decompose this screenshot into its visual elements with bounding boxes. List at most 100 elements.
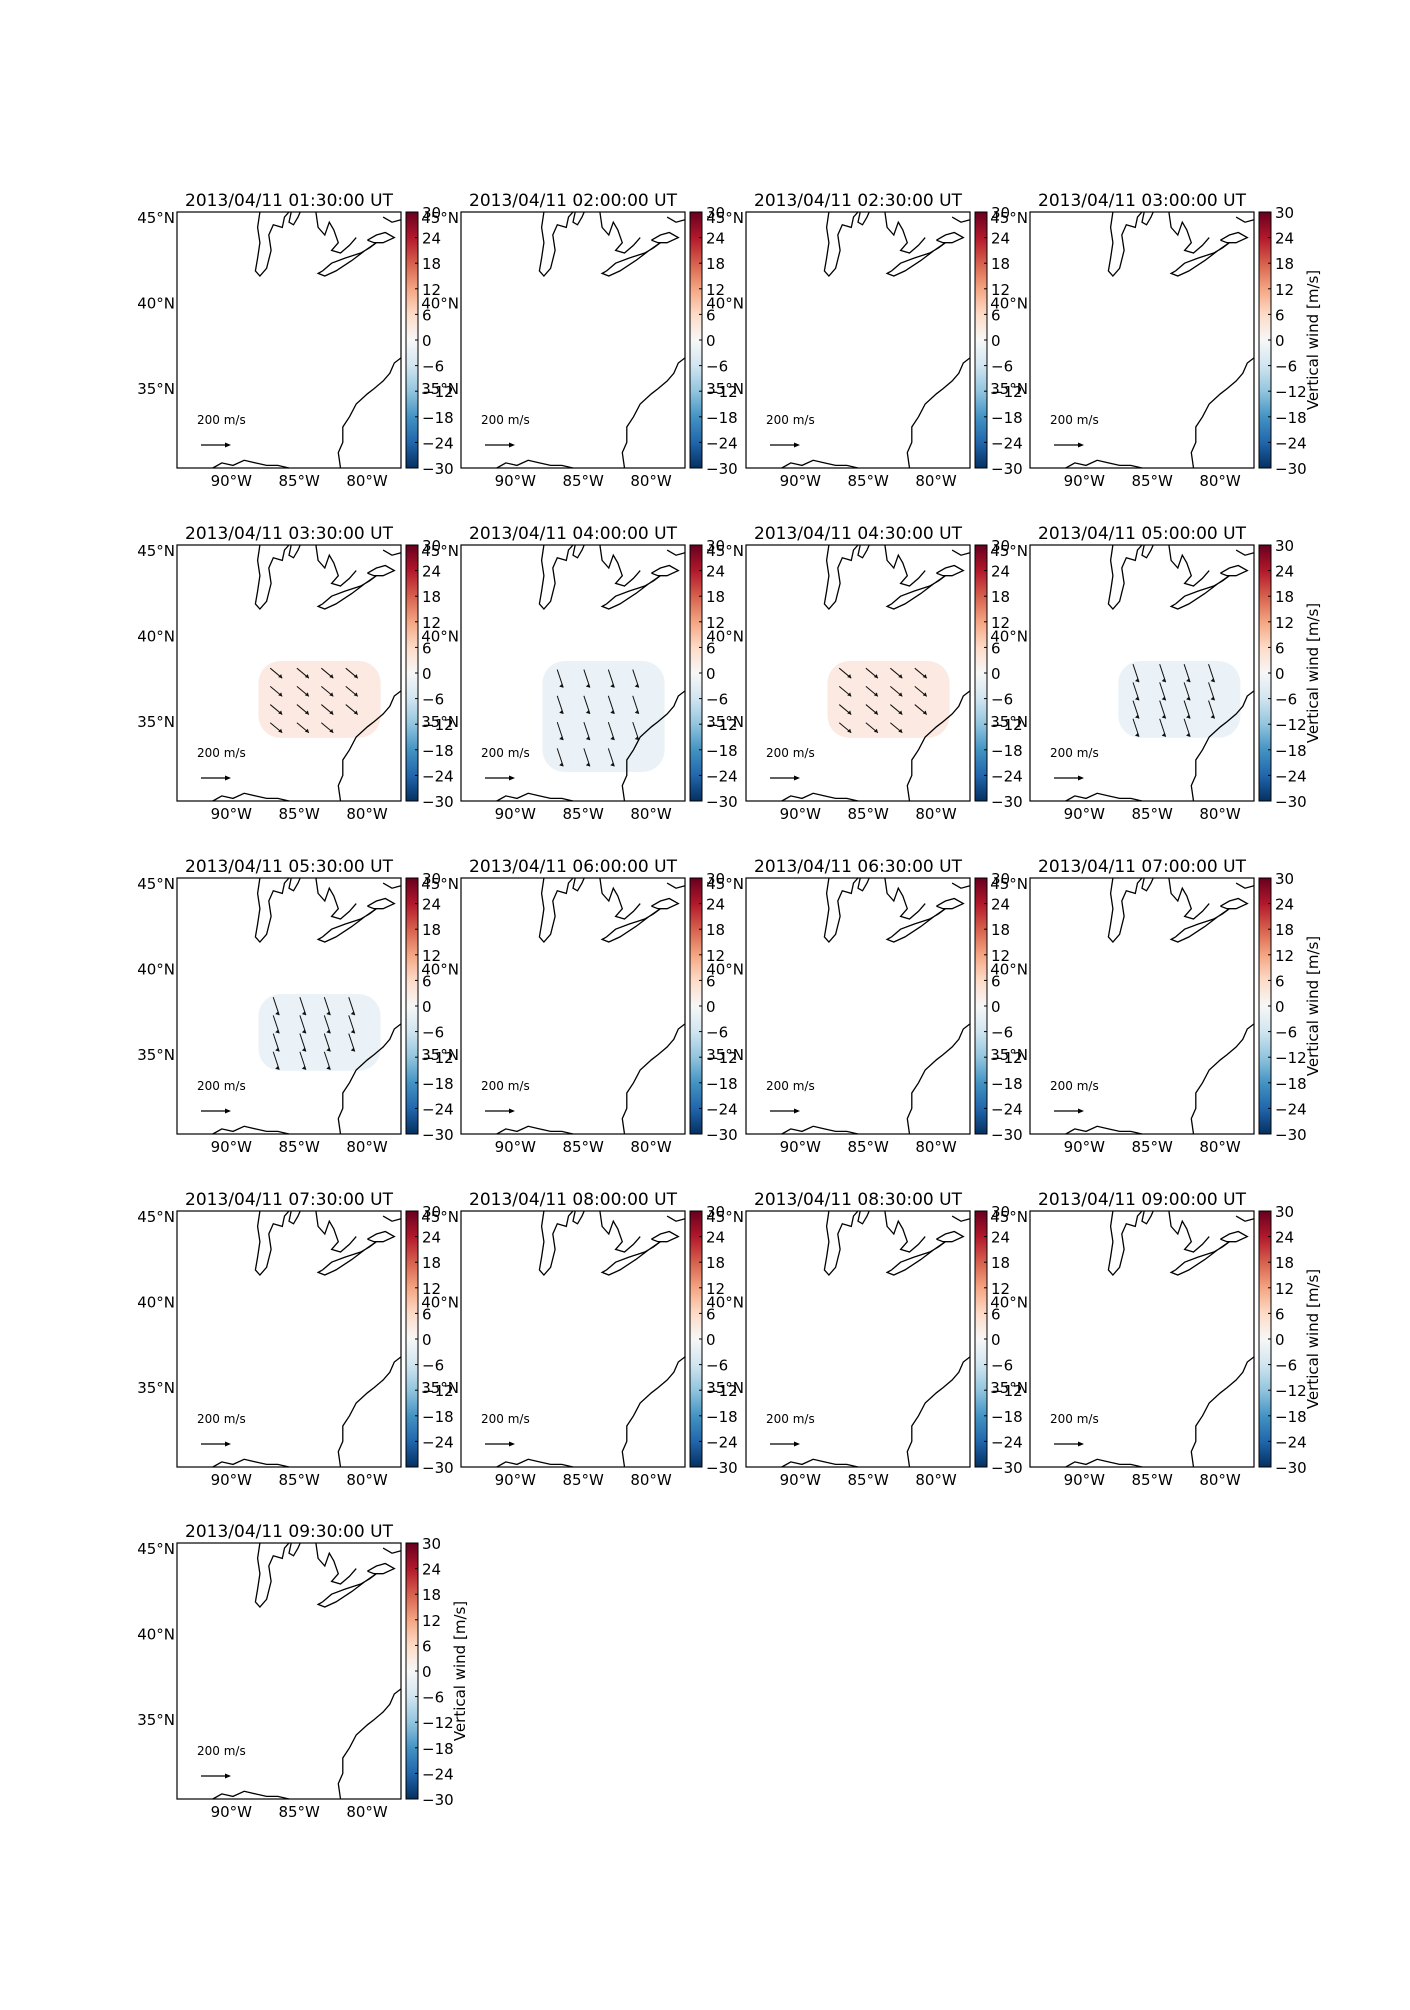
- coastline: [599, 1210, 641, 1253]
- coastline: [1169, 242, 1230, 277]
- axes-frame: [176, 211, 402, 469]
- colorbar-tick-label: 18: [422, 1254, 441, 1272]
- coastline: [1169, 1241, 1230, 1276]
- coastline: [666, 882, 686, 889]
- plot-area: [177, 1543, 401, 1799]
- coastline: [1190, 1356, 1255, 1468]
- colorbar-tick-label: 12: [1275, 614, 1294, 632]
- quiver-key-label: 200 m/s: [197, 413, 246, 427]
- colorbar-tick-label: 6: [422, 306, 432, 324]
- colorbar-tick-label: 30: [422, 1203, 441, 1221]
- wind-arrow-head: [353, 710, 358, 715]
- lat-tick-label: 40°N: [706, 294, 744, 312]
- lon-tick-label: 80°W: [630, 472, 672, 490]
- coastline: [1065, 1458, 1143, 1468]
- coastline: [621, 1356, 686, 1468]
- lat-tick-label: 35°N: [421, 1046, 459, 1064]
- colorbar-tick-label: 18: [706, 921, 725, 939]
- coastline: [951, 549, 971, 556]
- vertical-wind-anomaly: [827, 661, 950, 738]
- coastline: [885, 908, 946, 943]
- lat-tick-label: 35°N: [706, 380, 744, 398]
- colorbar-tick-label: −12: [991, 383, 1023, 401]
- panel-title: 2013/04/11 07:30:00 UT: [185, 1190, 394, 1210]
- colorbar-tick-label: −12: [991, 716, 1023, 734]
- axes-frame: [1029, 211, 1255, 469]
- colorbar-tick-label: 0: [991, 1331, 1001, 1349]
- colorbar-tick-label: 0: [1275, 998, 1285, 1016]
- quiver-key-arrowhead: [225, 1108, 231, 1114]
- colorbar-tick-label: −24: [1275, 767, 1307, 785]
- colorbar-tick-label: −30: [1275, 1459, 1307, 1477]
- map-panel: 2013/04/11 03:30:00 UT 45°N 40°N 35°N 90°W 85…: [137, 524, 453, 823]
- wind-arrow-head: [559, 736, 564, 741]
- axes-frame: [1029, 1210, 1255, 1468]
- quiver-key-label: 200 m/s: [1050, 1079, 1099, 1093]
- colorbar-tick-label: −30: [991, 460, 1023, 478]
- colorbar-tick-label: −30: [422, 793, 454, 811]
- lat-tick-label: 45°N: [706, 1208, 744, 1226]
- colorbar-tick-label: −6: [706, 1357, 728, 1375]
- map-panel: 2013/04/11 03:00:00 UT 45°N 40°N 35°N 90°W 85…: [990, 191, 1322, 490]
- quiver-key-label: 200 m/s: [197, 1079, 246, 1093]
- plot-area: [1030, 1211, 1254, 1467]
- colorbar-tick-label: −18: [422, 1740, 454, 1758]
- colorbar-tick-label: 30: [1275, 1203, 1294, 1221]
- wind-arrow-head: [301, 1065, 306, 1070]
- wind-arrow-head: [275, 1011, 280, 1016]
- lat-tick-label: 35°N: [706, 713, 744, 731]
- colorbar-tick-label: 12: [422, 614, 441, 632]
- wind-arrow-head: [350, 1029, 355, 1034]
- axes-frame: [460, 211, 686, 469]
- colorbar-tick-label: 6: [706, 972, 716, 990]
- colorbar-tick-label: −6: [706, 691, 728, 709]
- coastline: [884, 1210, 926, 1253]
- axes-frame: [460, 544, 686, 802]
- lon-tick-label: 90°W: [780, 1138, 822, 1156]
- wind-arrow-head: [326, 1047, 331, 1052]
- plot-area: [746, 878, 970, 1134]
- colorbar-tick-label: 24: [991, 563, 1010, 581]
- coastline: [288, 211, 301, 226]
- colorbar-tick-label: 12: [422, 281, 441, 299]
- lat-tick-label: 45°N: [421, 542, 459, 560]
- coastline: [496, 1458, 574, 1468]
- quiver-key-arrowhead: [1078, 1441, 1084, 1447]
- wind-arrow-head: [559, 683, 564, 688]
- wind-arrow-head: [329, 692, 334, 697]
- axes-frame: [745, 544, 971, 802]
- coastline: [572, 544, 585, 559]
- colorbar-tick-label: −24: [1275, 1100, 1307, 1118]
- coastline: [936, 564, 965, 577]
- lon-tick-label: 80°W: [1199, 1138, 1241, 1156]
- coastline: [1065, 459, 1143, 469]
- quiver-key-arrowhead: [1078, 775, 1084, 781]
- colorbar-tick-label: 12: [706, 1280, 725, 1298]
- coastline: [367, 231, 396, 244]
- lon-tick-label: 90°W: [1064, 472, 1106, 490]
- coastline: [951, 1215, 971, 1222]
- quiver-key-label: 200 m/s: [766, 746, 815, 760]
- lat-tick-label: 40°N: [990, 627, 1028, 645]
- colorbar-tick-label: 18: [422, 1586, 441, 1604]
- coastline: [538, 877, 574, 943]
- colorbar-tick-label: −12: [422, 383, 454, 401]
- lon-tick-label: 90°W: [211, 805, 253, 823]
- quiver-key-arrowhead: [225, 1441, 231, 1447]
- coastline: [651, 1230, 680, 1243]
- quiver-key-arrowhead: [794, 1441, 800, 1447]
- lat-tick-label: 40°N: [137, 294, 175, 312]
- lon-tick-label: 90°W: [211, 1803, 253, 1821]
- colorbar-tick-label: −6: [422, 1024, 444, 1042]
- lat-tick-label: 40°N: [706, 627, 744, 645]
- colorbar-tick-label: −24: [422, 767, 454, 785]
- wind-arrow-head: [847, 728, 852, 733]
- lat-tick-label: 45°N: [990, 1208, 1028, 1226]
- map-panel: 2013/04/11 09:00:00 UT 45°N 40°N 35°N 90°W 85…: [990, 1190, 1322, 1489]
- colorbar-tick-label: 0: [991, 332, 1001, 350]
- axes-frame: [460, 1210, 686, 1468]
- lon-tick-label: 80°W: [915, 1471, 957, 1489]
- colorbar-tick-label: 6: [706, 639, 716, 657]
- coastline: [367, 897, 396, 910]
- axes-frame: [745, 1210, 971, 1468]
